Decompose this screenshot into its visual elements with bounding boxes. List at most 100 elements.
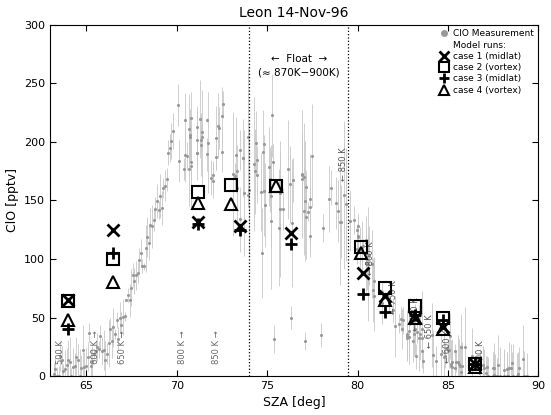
Point [203,139,212,146]
Point [363,267,372,274]
Point [117,322,126,329]
Point [362,237,371,243]
Point [69,364,78,370]
Point [208,177,217,184]
Point [245,187,253,193]
Point [451,358,460,365]
Point [236,147,245,154]
Point [193,149,202,156]
Text: 800 K →: 800 K → [177,331,187,364]
Point [109,324,118,330]
Point [175,158,183,164]
Point [141,245,150,251]
Point [443,347,452,354]
Point [212,135,220,142]
Point [149,217,158,223]
Point [132,272,141,279]
Point [218,101,227,108]
Point [298,171,307,177]
Point [267,193,276,199]
Point [151,205,160,212]
Point [233,185,242,191]
Text: ← 600 K: ← 600 K [444,329,452,363]
Point [267,217,276,224]
Point [358,244,366,251]
Point [133,270,142,276]
Point [88,358,97,364]
Point [378,300,387,307]
Point [345,217,354,224]
Point [167,138,176,144]
Point [509,373,517,379]
Point [365,252,374,259]
Point [208,172,217,179]
Point [358,242,367,249]
Point [229,171,237,178]
Point [214,122,223,129]
Point [268,159,277,166]
Point [73,356,82,363]
Point [264,163,273,170]
Point [87,363,95,369]
Point [429,352,437,359]
Point [504,373,512,379]
Point [514,371,522,377]
Point [479,365,488,372]
Point [251,140,260,147]
Point [159,184,168,191]
Point [162,176,171,183]
Point [457,362,466,369]
Point [317,332,326,338]
Point [116,314,125,321]
Point [361,260,370,266]
Point [352,227,361,233]
Point [513,373,522,379]
Point [66,359,74,365]
Point [266,176,275,183]
Point [118,314,127,320]
Point [130,278,139,285]
Point [186,159,195,166]
X-axis label: SZA [deg]: SZA [deg] [263,396,326,410]
Point [91,347,100,354]
Point [417,326,426,333]
Point [139,263,148,269]
Point [56,353,64,359]
Point [67,373,76,379]
Point [354,223,363,230]
Point [353,245,361,252]
Point [286,314,295,321]
Point [327,184,336,191]
Point [164,149,172,156]
Point [98,348,106,354]
Point [306,204,315,210]
Point [202,151,211,158]
Point [123,292,132,298]
Point [503,373,511,379]
Point [260,141,268,147]
Point [440,354,449,361]
Point [482,364,491,370]
Point [339,192,348,198]
Point [82,363,90,369]
Point [144,239,153,246]
Point [522,373,531,379]
Text: 850 K →: 850 K → [212,331,221,364]
Point [275,190,284,196]
Title: Leon 14-Nov-96: Leon 14-Nov-96 [240,5,349,20]
Point [54,373,63,379]
Point [403,331,412,337]
Point [447,363,456,369]
Text: 500 K: 500 K [56,340,66,364]
Point [446,333,455,339]
Point [488,373,497,379]
Point [457,369,466,375]
Point [453,359,462,366]
Point [370,293,379,299]
Point [192,150,201,156]
Point [300,174,309,181]
Point [148,223,156,229]
Point [298,176,306,182]
Point [143,234,152,240]
Point [301,337,310,344]
